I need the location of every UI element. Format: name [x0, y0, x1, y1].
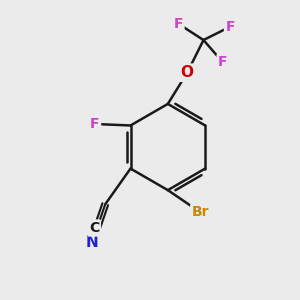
- Text: F: F: [173, 17, 183, 31]
- Text: F: F: [218, 55, 228, 69]
- Text: Br: Br: [192, 206, 209, 219]
- Text: N: N: [85, 236, 98, 250]
- Text: C: C: [89, 221, 99, 235]
- Text: F: F: [226, 20, 235, 34]
- Text: O: O: [181, 65, 194, 80]
- Text: F: F: [90, 117, 100, 131]
